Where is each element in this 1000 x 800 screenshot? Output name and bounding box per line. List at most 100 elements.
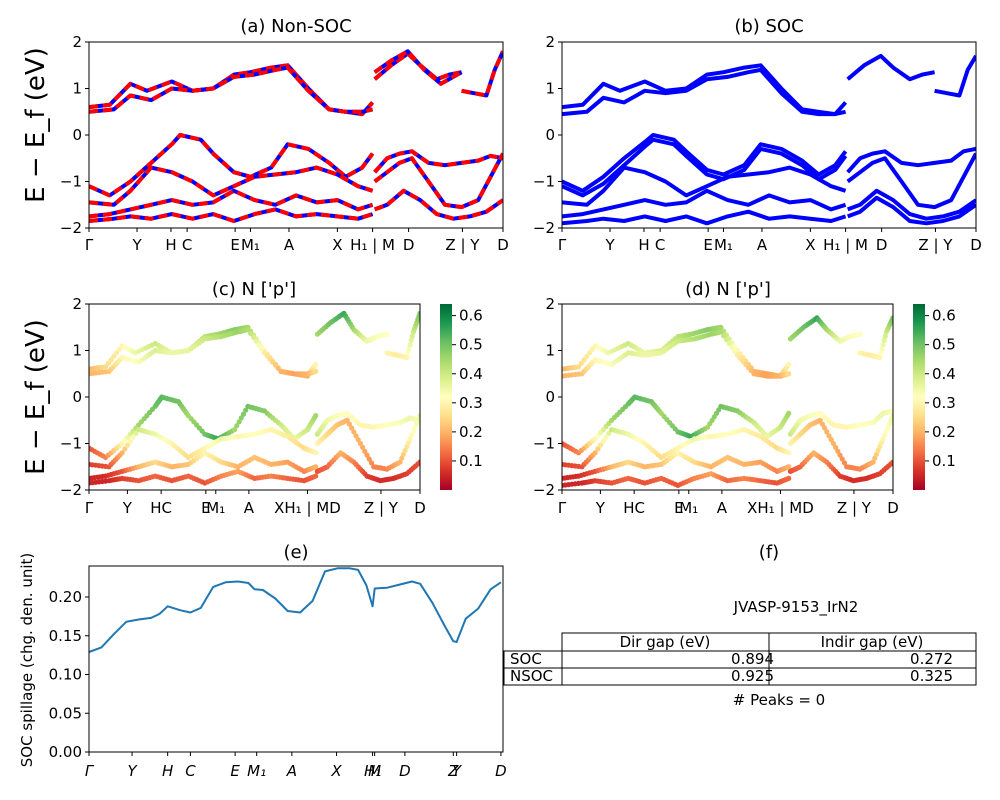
band-point — [313, 368, 319, 375]
band-point — [408, 337, 414, 343]
x-tick-label: A — [244, 499, 255, 517]
x-tick-label: Y — [452, 762, 463, 780]
table-col-header-dir: Dir gap (eV) — [620, 633, 711, 651]
band-point — [606, 430, 612, 436]
x-tick-label: M₁ — [714, 236, 733, 254]
band-point — [397, 459, 403, 465]
band-point — [355, 437, 361, 443]
band-line — [461, 50, 503, 98]
x-tick-label: Y — [131, 236, 142, 254]
band-point — [603, 434, 609, 440]
x-tick-label: H₁ — [364, 762, 381, 780]
band-line — [89, 63, 375, 117]
band-line — [562, 165, 847, 207]
x-tick-label: D — [497, 236, 509, 254]
plot-area — [89, 310, 420, 486]
band-point — [822, 425, 828, 431]
plot-area — [562, 53, 976, 226]
y-tick-label: 0 — [545, 388, 555, 406]
table-row-label-soc: SOC — [510, 650, 542, 668]
band-point — [721, 333, 727, 339]
colorbar-tick-label: 0.4 — [932, 365, 956, 383]
band-point — [581, 357, 587, 363]
band-point — [718, 324, 724, 330]
band-point — [130, 434, 136, 440]
band-point — [400, 451, 406, 457]
table-cell-nsoc-dir: 0.925 — [731, 667, 774, 685]
x-tick-label: M₁ — [206, 499, 225, 517]
band-point — [718, 329, 724, 335]
band-point — [837, 452, 843, 458]
x-tick-label: C — [182, 236, 192, 254]
band-point — [584, 353, 590, 359]
band-point — [256, 342, 262, 348]
x-tick-label: H — [638, 236, 649, 254]
band-point — [883, 428, 890, 434]
x-tick-label: Γ — [85, 499, 94, 517]
band-point — [786, 475, 792, 481]
y-tick-label: −1 — [60, 435, 82, 453]
band-point — [878, 350, 884, 356]
x-tick-label: X — [332, 236, 342, 254]
band-point — [817, 417, 823, 423]
band-point — [362, 448, 368, 454]
band-point — [368, 460, 375, 466]
x-tick-label: A — [286, 762, 297, 780]
band-point — [406, 346, 412, 352]
band-point — [122, 446, 128, 452]
band-line — [846, 146, 976, 174]
panel-d: (d) N ['p'] 2 1 0 −1 −2Γ Y HC EM₁ A XH₁ | MD Z | Y D… — [533, 279, 956, 517]
band-point — [786, 464, 792, 470]
band-point — [108, 357, 114, 363]
band-point — [880, 436, 886, 442]
band-point — [890, 459, 893, 465]
x-tick-label: H — [165, 236, 176, 254]
x-tick-label: Y — [604, 236, 615, 254]
band-point — [828, 437, 834, 443]
x-tick-label: D — [495, 762, 507, 780]
x-tick-label: M — [368, 762, 381, 780]
band-point — [313, 473, 319, 479]
x-tick-label: M₁ — [247, 762, 266, 780]
band-point — [877, 444, 883, 450]
band-point — [786, 361, 792, 368]
x-tick-label: H₁ | M — [350, 236, 395, 254]
x-tick-label: A — [717, 499, 728, 517]
table-col-header-indir: Indir gap (eV) — [821, 633, 924, 651]
y-axis-label: E − E_f (eV) — [21, 319, 51, 475]
x-tick-label: Γ — [85, 236, 94, 254]
plot-area — [89, 567, 502, 653]
band-point — [879, 346, 885, 352]
band-point — [234, 423, 240, 429]
band-point — [417, 413, 420, 419]
x-tick-label: D — [414, 499, 426, 517]
band-point — [259, 346, 265, 352]
band-point — [826, 433, 832, 439]
band-line — [89, 207, 374, 223]
band-point — [819, 421, 826, 427]
y-axis-label: SOC spillage (chg. den. unit) — [18, 553, 36, 768]
band-point — [592, 450, 598, 456]
x-tick-label: A — [284, 236, 295, 254]
band-point — [407, 436, 413, 442]
band-point — [875, 447, 881, 454]
x-tick-label: M₁ — [241, 236, 260, 254]
colorbar-tick-label: 0.3 — [932, 394, 956, 412]
x-tick-label: Z | Y — [837, 499, 872, 517]
panel-e: (e) SOC spillage (chg. den. unit) 0.00 0.05… — [18, 542, 507, 780]
band-point — [410, 428, 416, 434]
x-tick-label: Y — [595, 499, 606, 517]
band-point — [882, 333, 888, 339]
y-tick-label: 0.00 — [49, 743, 82, 761]
band-point — [402, 447, 408, 454]
x-tick-label: E — [230, 762, 240, 780]
band-line — [89, 65, 374, 114]
band-point — [870, 459, 876, 465]
band-point — [384, 331, 390, 337]
band-point — [245, 327, 251, 333]
band-line — [373, 149, 503, 174]
panel-f: (f) JVASP-9153_IrN2 Dir gap (eV) Indir g… — [503, 542, 977, 709]
colorbar-tick-label: 0.5 — [932, 336, 956, 354]
y-tick-label: 1 — [545, 80, 555, 98]
